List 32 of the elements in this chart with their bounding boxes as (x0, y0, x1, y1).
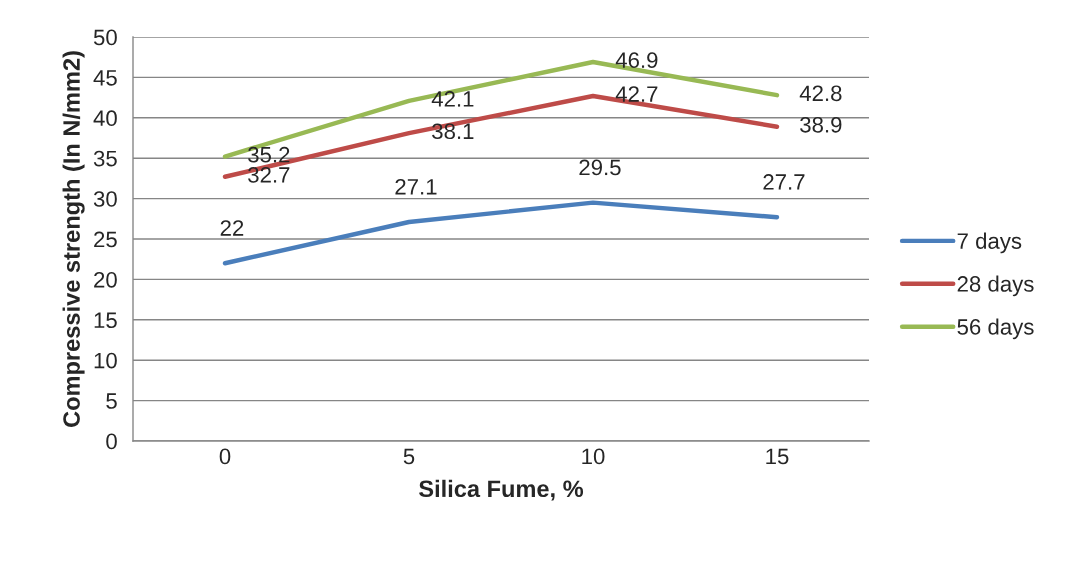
x-tick-label: 0 (219, 448, 231, 465)
x-tick-label: 5 (403, 448, 415, 465)
data-label: 42.8 (799, 85, 842, 102)
y-axis-title: Compressive strength (In N/mm2) (62, 51, 85, 427)
line-series (222, 200, 780, 266)
y-tick-label: 40 (93, 110, 117, 127)
y-tick-label: 45 (93, 70, 117, 86)
y-tick-label: 25 (94, 231, 117, 248)
data-label: 22 (220, 220, 244, 236)
legend-label: 28 days (957, 275, 1034, 297)
data-label: 42.7 (615, 86, 658, 102)
x-axis-title: Silica Fume, % (419, 479, 584, 501)
data-label: 27.7 (763, 174, 805, 190)
legend-label: 56 days (957, 318, 1034, 340)
y-tick-label: 15 (94, 312, 117, 329)
data-label: 38.9 (800, 116, 842, 133)
y-tick-label: 0 (106, 433, 117, 450)
x-tick-label: 10 (582, 448, 605, 465)
y-tick-label: 5 (106, 393, 117, 409)
data-label: 27.1 (395, 178, 437, 195)
y-tick-label: 10 (94, 352, 117, 369)
data-label: 29.5 (579, 159, 621, 176)
legend-label: 7 days (957, 232, 1022, 254)
y-tick-label: 20 (94, 271, 117, 288)
data-label: 32.7 (248, 167, 290, 183)
y-tick-label: 30 (93, 191, 117, 207)
data-label: 46.9 (615, 52, 658, 69)
data-label: 38.1 (432, 123, 474, 140)
x-tick-label: 15 (766, 448, 789, 465)
data-label: 42.1 (431, 91, 474, 107)
y-tick-label: 50 (93, 29, 117, 46)
y-tick-label: 35 (93, 150, 117, 167)
